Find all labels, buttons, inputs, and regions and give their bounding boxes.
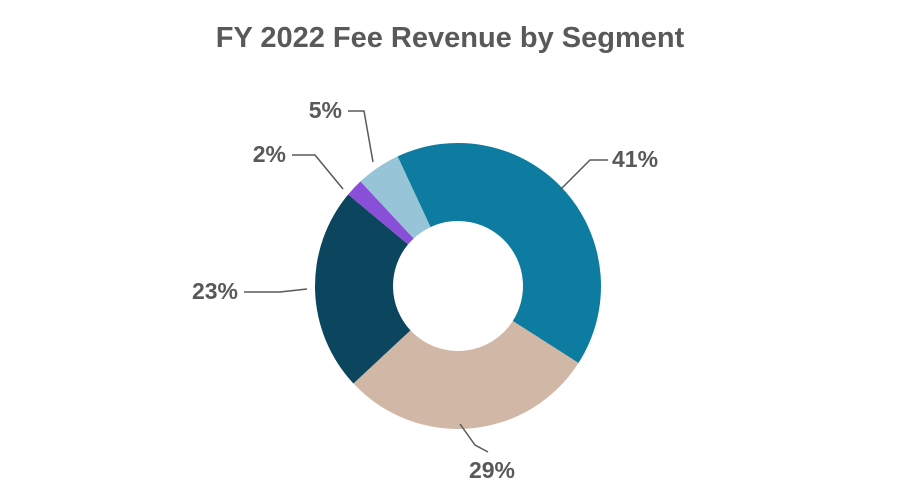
donut-slice-5pct [360,156,431,239]
data-label: 2% [253,141,286,167]
leader-line [244,288,308,293]
leader-line [459,423,489,453]
donut-slice-2pct [348,181,414,245]
data-label: 23% [192,278,238,304]
leader-line [292,154,344,190]
leader-line [559,159,608,191]
data-label: 29% [469,457,515,483]
chart-title: FY 2022 Fee Revenue by Segment [215,22,685,54]
data-label: 41% [612,146,658,172]
donut-slice-29pct [353,321,579,430]
leader-line [348,110,374,163]
donut-slice-41pct [397,143,601,364]
data-label: 5% [309,97,342,123]
donut-slice-23pct [315,194,411,384]
